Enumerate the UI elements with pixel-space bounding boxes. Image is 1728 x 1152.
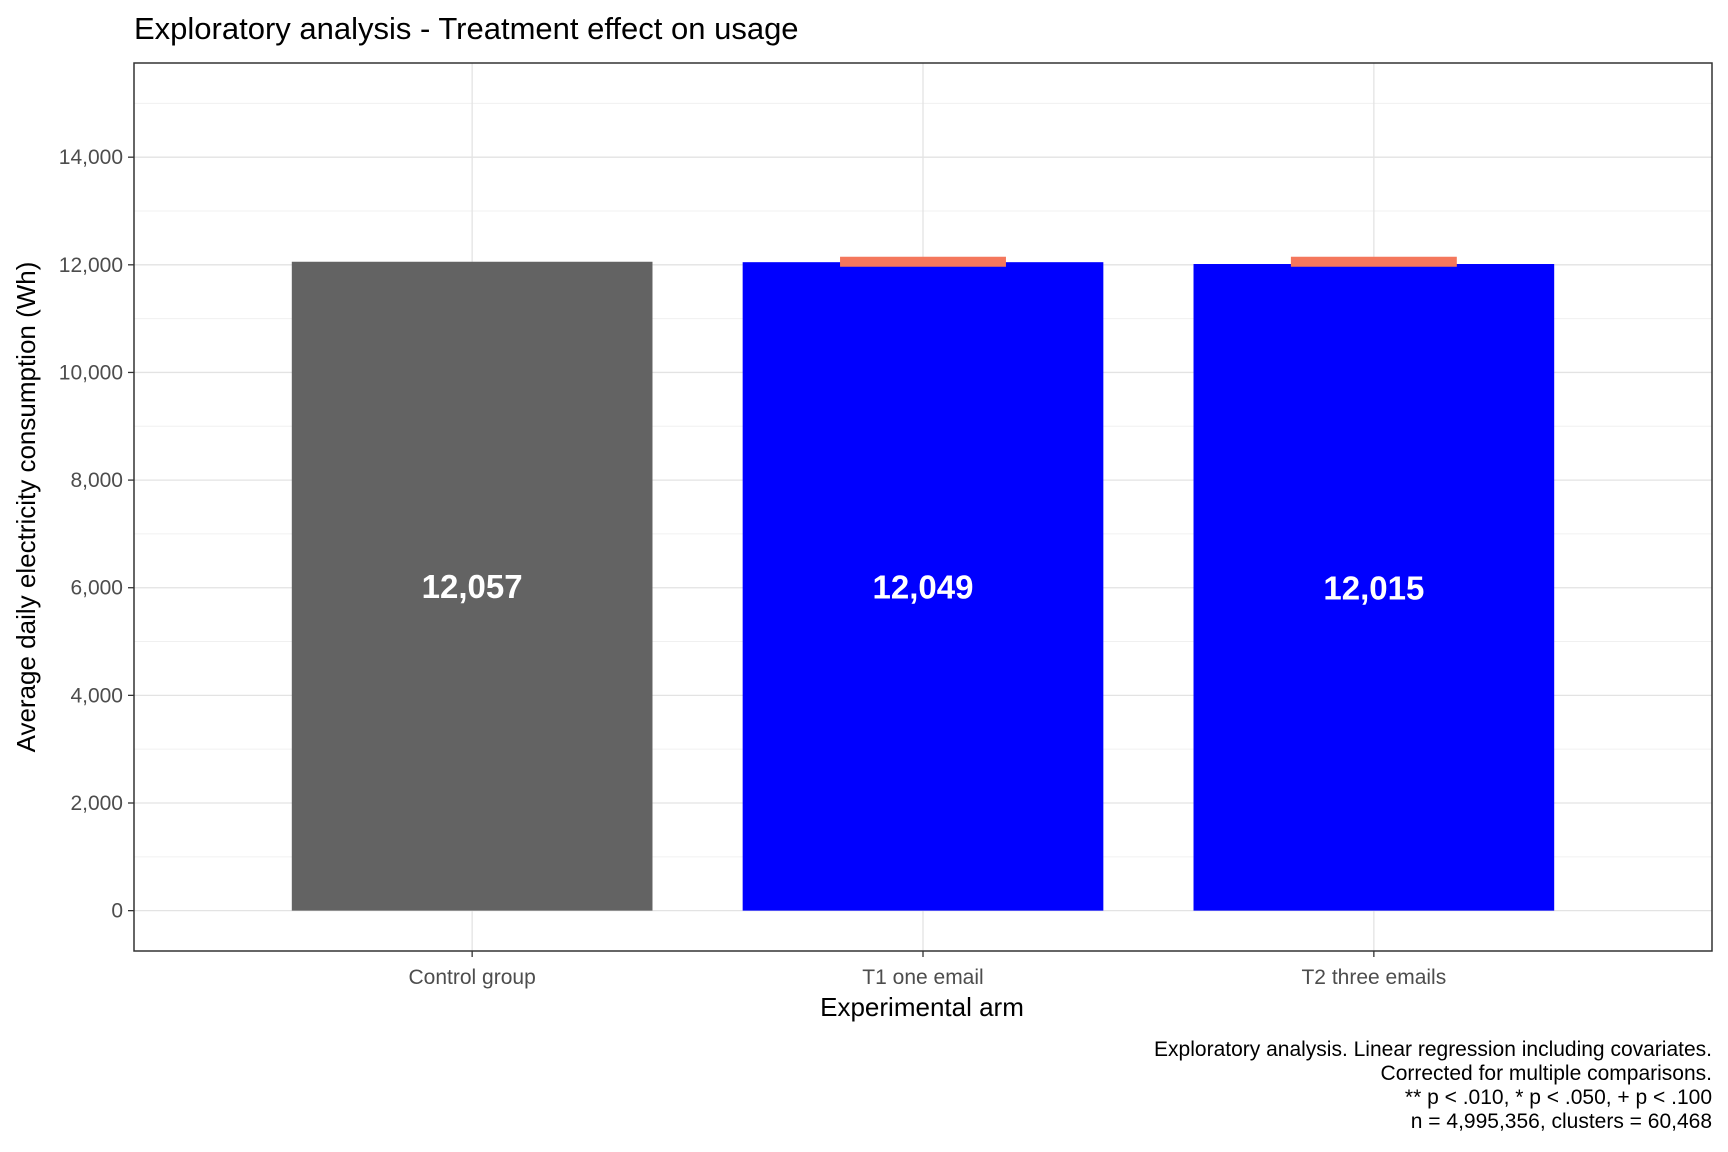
y-axis: 0 2,000 4,000 6,000 8,000 10,000 12,000 14,000 — [59, 146, 134, 923]
caption-line: n = 4,995,356, clusters = 60,468 — [1411, 1110, 1712, 1133]
x-tick-label: T2 three emails — [1301, 966, 1446, 989]
caption-line: Exploratory analysis. Linear regression … — [1154, 1038, 1712, 1061]
control-reference-mark — [840, 256, 1006, 267]
y-axis-title: Average daily electricity consumption (W… — [11, 262, 41, 753]
x-axis-title: Experimental arm — [820, 992, 1024, 1022]
bar-value-label: 12,015 — [1323, 569, 1424, 606]
reference-marks — [840, 256, 1457, 267]
caption: Exploratory analysis. Linear regression … — [1154, 1038, 1712, 1133]
x-tick-label: Control group — [409, 966, 536, 989]
chart-title: Exploratory analysis - Treatment effect … — [134, 11, 799, 46]
bars — [291, 261, 1555, 911]
caption-line: Corrected for multiple comparisons. — [1381, 1062, 1712, 1085]
y-tick-label: 0 — [111, 900, 123, 923]
x-axis: Control group T1 one email T2 three emails — [409, 951, 1446, 989]
y-tick-label: 12,000 — [59, 254, 123, 277]
caption-line: ** p < .010, * p < .050, + p < .100 — [1405, 1086, 1712, 1109]
y-tick-label: 4,000 — [70, 684, 123, 707]
y-tick-label: 2,000 — [70, 792, 123, 815]
bar-value-label: 12,049 — [873, 568, 974, 605]
control-reference-mark — [1290, 256, 1457, 267]
y-tick-label: 8,000 — [70, 469, 123, 492]
bar — [291, 261, 653, 911]
bar-value-label: 12,057 — [422, 568, 523, 605]
y-tick-label: 10,000 — [59, 361, 123, 384]
bar-value-labels: 12,057 12,049 12,015 — [422, 568, 1425, 606]
y-tick-label: 14,000 — [59, 146, 123, 169]
x-tick-label: T1 one email — [862, 966, 983, 989]
bar — [1193, 264, 1555, 911]
bar — [742, 262, 1104, 911]
y-tick-label: 6,000 — [70, 577, 123, 600]
